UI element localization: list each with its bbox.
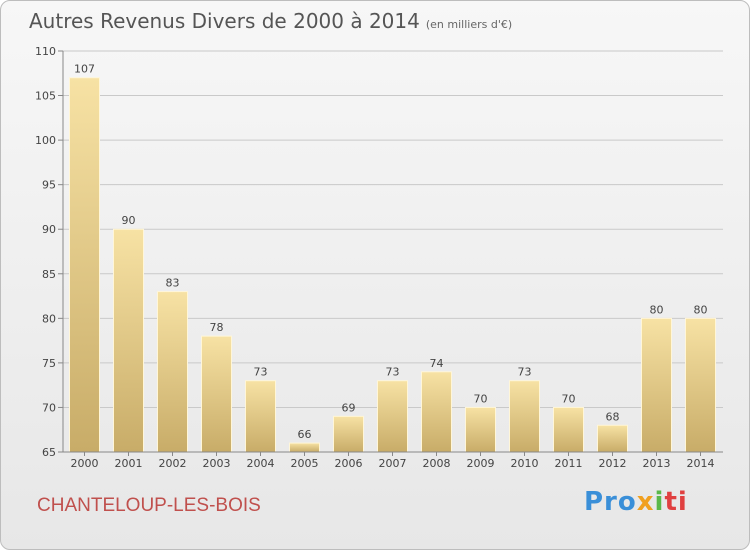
x-tick-label-2004: 2004 <box>247 457 275 470</box>
bar-2009 <box>465 406 496 453</box>
x-tick-label-2000: 2000 <box>71 457 99 470</box>
data-label-2004: 73 <box>254 366 268 379</box>
x-tick-label-2009: 2009 <box>467 457 495 470</box>
x-tick-label-2007: 2007 <box>379 457 407 470</box>
x-tick-label-2011: 2011 <box>555 457 583 470</box>
bar-2011 <box>553 406 584 453</box>
data-label-2003: 78 <box>210 321 224 334</box>
data-label-2012: 68 <box>606 410 620 423</box>
y-tick-label-105: 105 <box>35 90 56 103</box>
x-tick-label-2013: 2013 <box>643 457 671 470</box>
x-tick-label-2010: 2010 <box>511 457 539 470</box>
y-tick-label-100: 100 <box>35 134 56 147</box>
bar-2013 <box>641 317 672 453</box>
data-label-2010: 73 <box>518 366 532 379</box>
data-label-2011: 70 <box>562 392 576 405</box>
y-tick-label-95: 95 <box>42 179 56 192</box>
bar-2004 <box>245 380 276 453</box>
x-tick-label-2002: 2002 <box>159 457 187 470</box>
bar-2002 <box>157 291 188 453</box>
bar-2000 <box>69 77 100 453</box>
data-label-2014: 80 <box>694 303 708 316</box>
data-label-2001: 90 <box>122 214 136 227</box>
data-label-2013: 80 <box>650 303 664 316</box>
bars <box>69 77 716 453</box>
data-label-2008: 74 <box>430 357 444 370</box>
bar-2001 <box>113 228 144 453</box>
chart-title: Autres Revenus Divers de 2000 à 2014 (en … <box>29 9 512 33</box>
bar-2008 <box>421 371 452 453</box>
x-tick-label-2012: 2012 <box>599 457 627 470</box>
chart-title-main: Autres Revenus Divers de 2000 à 2014 <box>29 9 420 33</box>
y-tick-label-85: 85 <box>42 268 56 281</box>
data-label-2009: 70 <box>474 392 488 405</box>
bar-2007 <box>377 380 408 453</box>
y-tick-label-90: 90 <box>42 223 56 236</box>
y-tick-label-65: 65 <box>42 446 56 459</box>
x-tick-label-2001: 2001 <box>115 457 143 470</box>
proxiti-logo: Proxiti <box>584 487 688 517</box>
x-tick-label-2014: 2014 <box>687 457 715 470</box>
x-tick-label-2006: 2006 <box>335 457 363 470</box>
x-tick-label-2003: 2003 <box>203 457 231 470</box>
data-label-2000: 107 <box>74 63 95 76</box>
bar-2006 <box>333 415 364 453</box>
axes: 65 70 75 80 85 90 95 100 105 110 2000 2001 2002 2003 2… <box>35 45 723 470</box>
bar-2005 <box>289 442 320 453</box>
bar-2014 <box>685 317 716 453</box>
data-label-2005: 66 <box>298 428 312 441</box>
bar-2003 <box>201 335 232 453</box>
data-label-2006: 69 <box>342 401 356 414</box>
data-label-2007: 73 <box>386 366 400 379</box>
y-tick-label-75: 75 <box>42 357 56 370</box>
y-tick-label-110: 110 <box>35 45 56 58</box>
data-labels: 107 90 83 78 73 66 69 73 74 70 73 70 68 80 80 <box>74 63 708 441</box>
y-tick-label-70: 70 <box>42 401 56 414</box>
chart-title-unit: (en milliers d'€) <box>425 18 513 31</box>
x-tick-label-2005: 2005 <box>291 457 319 470</box>
data-label-2002: 83 <box>166 277 180 290</box>
bar-2010 <box>509 380 540 453</box>
bar-2012 <box>597 424 628 453</box>
city-name: CHANTELOUP-LES-BOIS <box>37 495 261 516</box>
x-tick-label-2008: 2008 <box>423 457 451 470</box>
y-tick-label-80: 80 <box>42 312 56 325</box>
